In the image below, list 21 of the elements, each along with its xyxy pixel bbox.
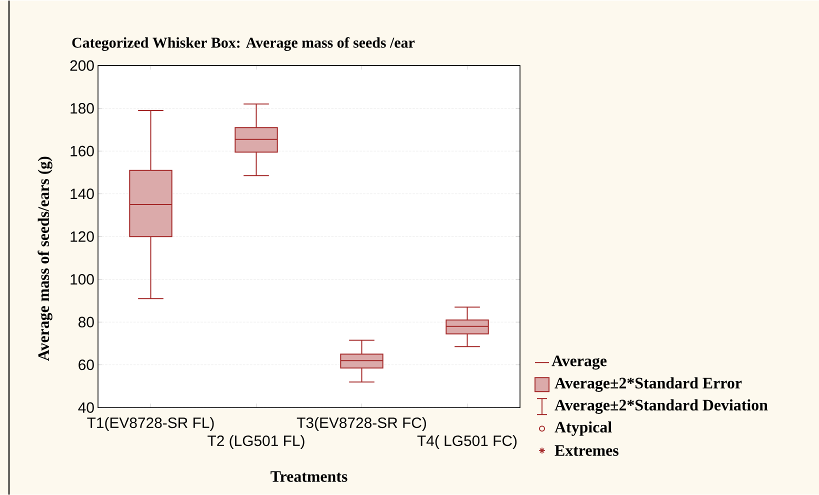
y-tick-label: 120 xyxy=(70,231,94,242)
y-tick-label: 40 xyxy=(78,402,94,413)
y-axis-title: Average mass of seeds/ears (g) xyxy=(38,156,52,361)
y-tick-label: 100 xyxy=(70,274,94,285)
y-tick-label: 180 xyxy=(70,102,94,114)
text: Average xyxy=(552,355,607,370)
y-tick-label: 60 xyxy=(78,359,94,370)
y-tick-label: 160 xyxy=(70,146,94,156)
x-tick-label: T4( LG501 FC) xyxy=(417,435,517,449)
y-tick-label: 200 xyxy=(70,60,94,71)
x-tick-label: T3(EV8728-SR FC) xyxy=(296,417,426,431)
x-tick-label: T1(EV8728-SR FL) xyxy=(87,417,214,431)
text: Average±2*Standard Deviation xyxy=(554,399,768,414)
chart-title: Categorized Whisker Box: Average mass of seeds /ear xyxy=(72,36,415,51)
text: Extremes xyxy=(554,445,618,456)
x-axis-title: Treatments xyxy=(270,471,348,482)
text: Atypical xyxy=(554,421,612,436)
x-tick-label: T2 (LG501 FL) xyxy=(208,435,304,449)
text: Average±2*Standard Error xyxy=(554,377,742,392)
y-tick-label: 80 xyxy=(78,316,94,328)
y-tick-label: 140 xyxy=(70,188,94,200)
